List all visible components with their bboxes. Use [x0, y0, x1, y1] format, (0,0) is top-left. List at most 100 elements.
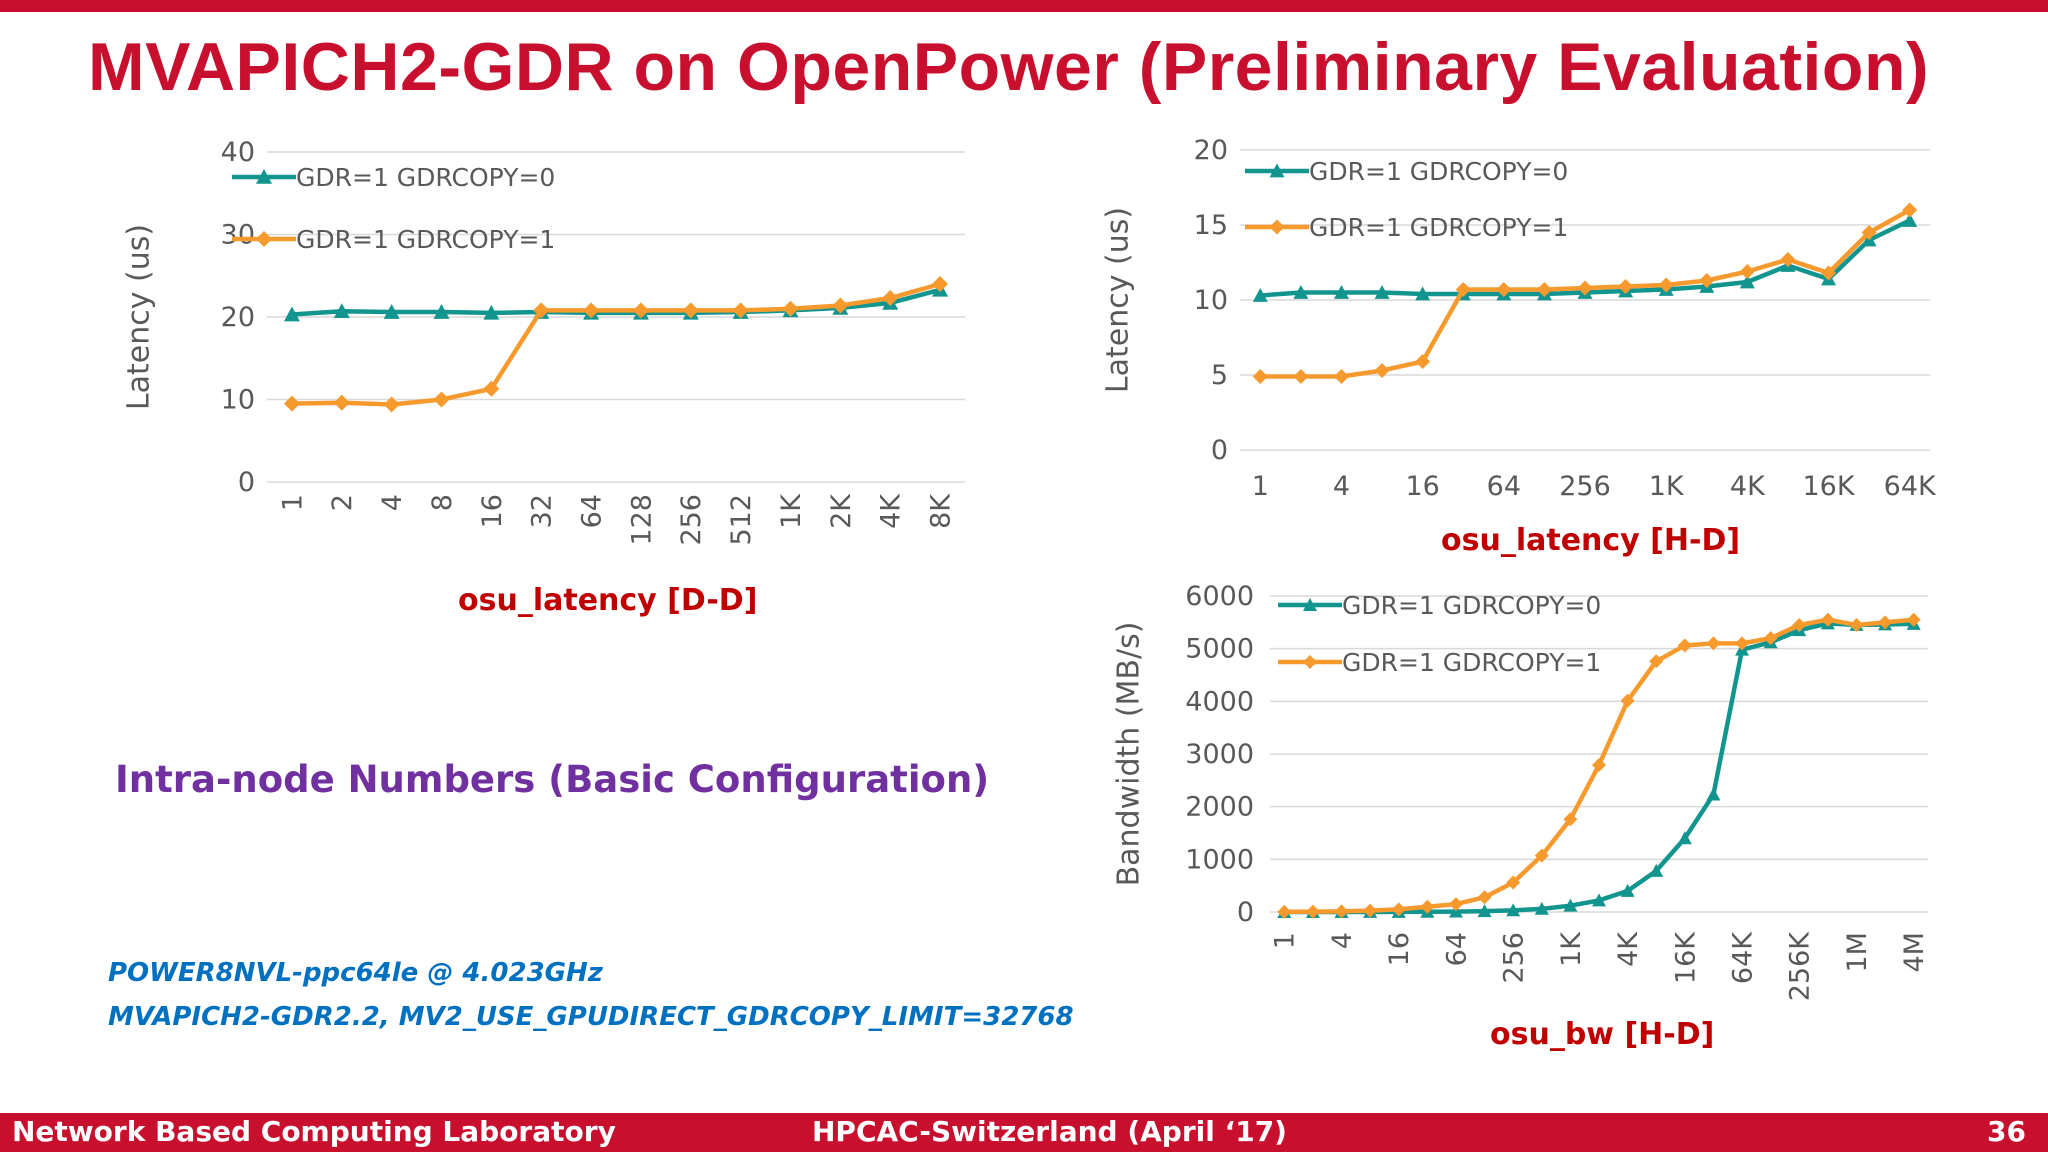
legend-marker-gdr-1-gdrcopy-0	[1303, 598, 1317, 611]
data-point-gdr-1-gdrcopy-1-64	[1448, 897, 1463, 912]
chart-latency-hd: 0 5 10 15 20 1 4 16 64 256 1K 4K 16K 64K Latency (us) G…	[1101, 135, 1938, 502]
data-point-gdr-1-gdrcopy-0-8k	[1649, 863, 1664, 877]
data-point-gdr-1-gdrcopy-1-512k	[1820, 612, 1835, 627]
data-point-gdr-1-gdrcopy-1-4	[383, 396, 400, 413]
series-line-gdr-1-gdrcopy-1	[291, 281, 941, 407]
x-tick-label-64: 64	[577, 494, 608, 528]
data-point-gdr-1-gdrcopy-1-4	[1334, 904, 1349, 919]
x-tick-label-1m: 1M	[1842, 932, 1873, 972]
legend-label-gdr-1-gdrcopy-0: GDR=1 GDRCOPY=0	[1342, 591, 1601, 620]
x-tick-label-16: 16	[477, 494, 508, 528]
x-tick-label-64k: 64K	[1727, 931, 1758, 984]
x-tick-label-16k: 16K	[1802, 471, 1855, 502]
data-point-gdr-1-gdrcopy-1-2k	[1592, 758, 1606, 773]
x-tick-label-256: 256	[1499, 932, 1530, 984]
y-tick-label-1000: 1000	[1185, 844, 1254, 875]
chart-latency-dd-caption: osu_latency [D-D]	[458, 583, 758, 618]
data-point-gdr-1-gdrcopy-1-256	[1506, 875, 1521, 890]
data-point-gdr-1-gdrcopy-1-8	[1363, 903, 1378, 918]
y-tick-label-0: 0	[1211, 435, 1228, 466]
legend-label-gdr-1-gdrcopy-1: GDR=1 GDRCOPY=1	[296, 225, 555, 254]
chart-latency-hd-caption: osu_latency [H-D]	[1441, 523, 1741, 558]
data-point-gdr-1-gdrcopy-1-32k	[1861, 225, 1877, 240]
data-point-gdr-1-gdrcopy-1-32	[1455, 282, 1471, 297]
data-point-gdr-1-gdrcopy-1-16	[483, 380, 500, 397]
legend-label-gdr-1-gdrcopy-1: GDR=1 GDRCOPY=1	[1342, 648, 1601, 677]
legend-marker-gdr-1-gdrcopy-0	[1269, 163, 1285, 178]
data-point-gdr-1-gdrcopy-0-64k	[1902, 213, 1918, 227]
data-point-gdr-1-gdrcopy-1-512	[732, 302, 749, 319]
hardware-note: POWER8NVL-ppc64le @ 4.023GHz	[108, 958, 603, 988]
data-point-gdr-1-gdrcopy-0-32k	[1706, 787, 1721, 801]
legend-marker-gdr-1-gdrcopy-1	[256, 231, 272, 247]
data-point-gdr-1-gdrcopy-1-2	[333, 394, 350, 411]
x-tick-label-64: 64	[1441, 932, 1472, 966]
data-point-gdr-1-gdrcopy-0-16	[483, 304, 500, 320]
footer-bar: Network Based Computing Laboratory HPCAC…	[0, 1113, 2048, 1152]
data-point-gdr-1-gdrcopy-1-4m	[1906, 612, 1921, 627]
data-point-gdr-1-gdrcopy-0-2k	[1592, 893, 1606, 907]
data-point-gdr-1-gdrcopy-1-32k	[1706, 636, 1721, 651]
data-point-gdr-1-gdrcopy-0-16k	[1677, 831, 1692, 845]
data-point-gdr-1-gdrcopy-1-4	[1333, 369, 1349, 384]
x-tick-label-4k: 4K	[1730, 471, 1766, 502]
x-tick-label-1: 1	[1252, 471, 1269, 502]
series-line-gdr-1-gdrcopy-0	[291, 287, 941, 317]
data-point-gdr-1-gdrcopy-1-16k	[1821, 265, 1837, 281]
data-point-gdr-1-gdrcopy-1-256	[682, 302, 699, 319]
data-point-gdr-1-gdrcopy-1-1m	[1849, 617, 1864, 632]
x-tick-label-1k: 1K	[1556, 931, 1587, 967]
data-point-gdr-1-gdrcopy-1-2k	[1699, 273, 1715, 288]
data-point-gdr-1-gdrcopy-1-2m	[1878, 615, 1893, 630]
data-point-gdr-1-gdrcopy-0-8	[1374, 285, 1390, 299]
data-point-gdr-1-gdrcopy-1-64	[1496, 282, 1512, 297]
chart-bandwidth-hd-caption: osu_bw [H-D]	[1490, 1017, 1715, 1052]
legend-label-gdr-1-gdrcopy-1: GDR=1 GDRCOPY=1	[1309, 213, 1568, 242]
chart-bandwidth-hd: 0 1000 2000 3000 4000 5000 6000 1 4 16 64 256 1K 4K 16…	[1112, 581, 1931, 1002]
x-tick-label-4m: 4M	[1899, 932, 1930, 972]
data-point-gdr-1-gdrcopy-1-128	[1536, 282, 1552, 297]
legend-marker-gdr-1-gdrcopy-1	[1269, 219, 1285, 235]
data-point-gdr-1-gdrcopy-1-1	[283, 395, 300, 412]
data-point-gdr-1-gdrcopy-1-4k	[882, 290, 899, 307]
data-point-gdr-1-gdrcopy-0-1k	[1563, 898, 1578, 912]
top-accent-bar	[0, 0, 2048, 12]
data-point-gdr-1-gdrcopy-1-1k	[1658, 277, 1674, 293]
x-tick-label-4k: 4K	[1613, 931, 1644, 967]
x-tick-label-256: 256	[676, 494, 707, 546]
data-point-gdr-1-gdrcopy-0-4	[383, 304, 400, 319]
y-tick-label-30: 30	[221, 220, 255, 251]
y-tick-label-20: 20	[1194, 135, 1228, 166]
data-point-gdr-1-gdrcopy-1-128	[632, 302, 649, 319]
legend-marker-gdr-1-gdrcopy-1	[1303, 655, 1317, 669]
x-tick-label-16: 16	[1405, 471, 1439, 502]
data-point-gdr-1-gdrcopy-0-8	[433, 304, 450, 319]
x-tick-label-32: 32	[527, 494, 558, 528]
data-point-gdr-1-gdrcopy-1-2	[1293, 369, 1309, 384]
data-point-gdr-1-gdrcopy-0-128	[1477, 904, 1492, 918]
data-point-gdr-1-gdrcopy-1-16	[1415, 354, 1431, 369]
data-point-gdr-1-gdrcopy-1-1k	[1563, 812, 1578, 827]
footer-page-number: 36	[1987, 1115, 2026, 1148]
y-tick-label-3000: 3000	[1185, 739, 1254, 770]
data-point-gdr-1-gdrcopy-0-2	[333, 303, 350, 319]
data-point-gdr-1-gdrcopy-1-1	[1252, 369, 1268, 384]
x-tick-label-512: 512	[726, 494, 757, 546]
legend-label-gdr-1-gdrcopy-0: GDR=1 GDRCOPY=0	[296, 163, 555, 192]
y-tick-label-0: 0	[1237, 897, 1254, 928]
data-point-gdr-1-gdrcopy-0-1	[283, 306, 300, 322]
y-tick-label-40: 40	[221, 137, 255, 168]
data-point-gdr-1-gdrcopy-1-8	[433, 391, 450, 408]
data-point-gdr-1-gdrcopy-1-2	[1305, 904, 1320, 919]
y-tick-label-0: 0	[238, 467, 255, 498]
data-point-gdr-1-gdrcopy-1-64k	[1735, 636, 1750, 651]
y-tick-label-6000: 6000	[1185, 581, 1254, 612]
y-tick-label-5: 5	[1211, 360, 1228, 391]
footer-event: HPCAC-Switzerland (April ‘17)	[812, 1115, 1287, 1148]
x-tick-label-8k: 8K	[926, 493, 957, 529]
data-point-gdr-1-gdrcopy-0-512	[1534, 901, 1549, 915]
x-tick-label-256k: 256K	[1785, 931, 1816, 1002]
x-tick-label-1k: 1K	[1649, 471, 1685, 502]
data-point-gdr-1-gdrcopy-1-1	[1277, 904, 1292, 919]
data-point-gdr-1-gdrcopy-1-16	[1391, 902, 1406, 917]
